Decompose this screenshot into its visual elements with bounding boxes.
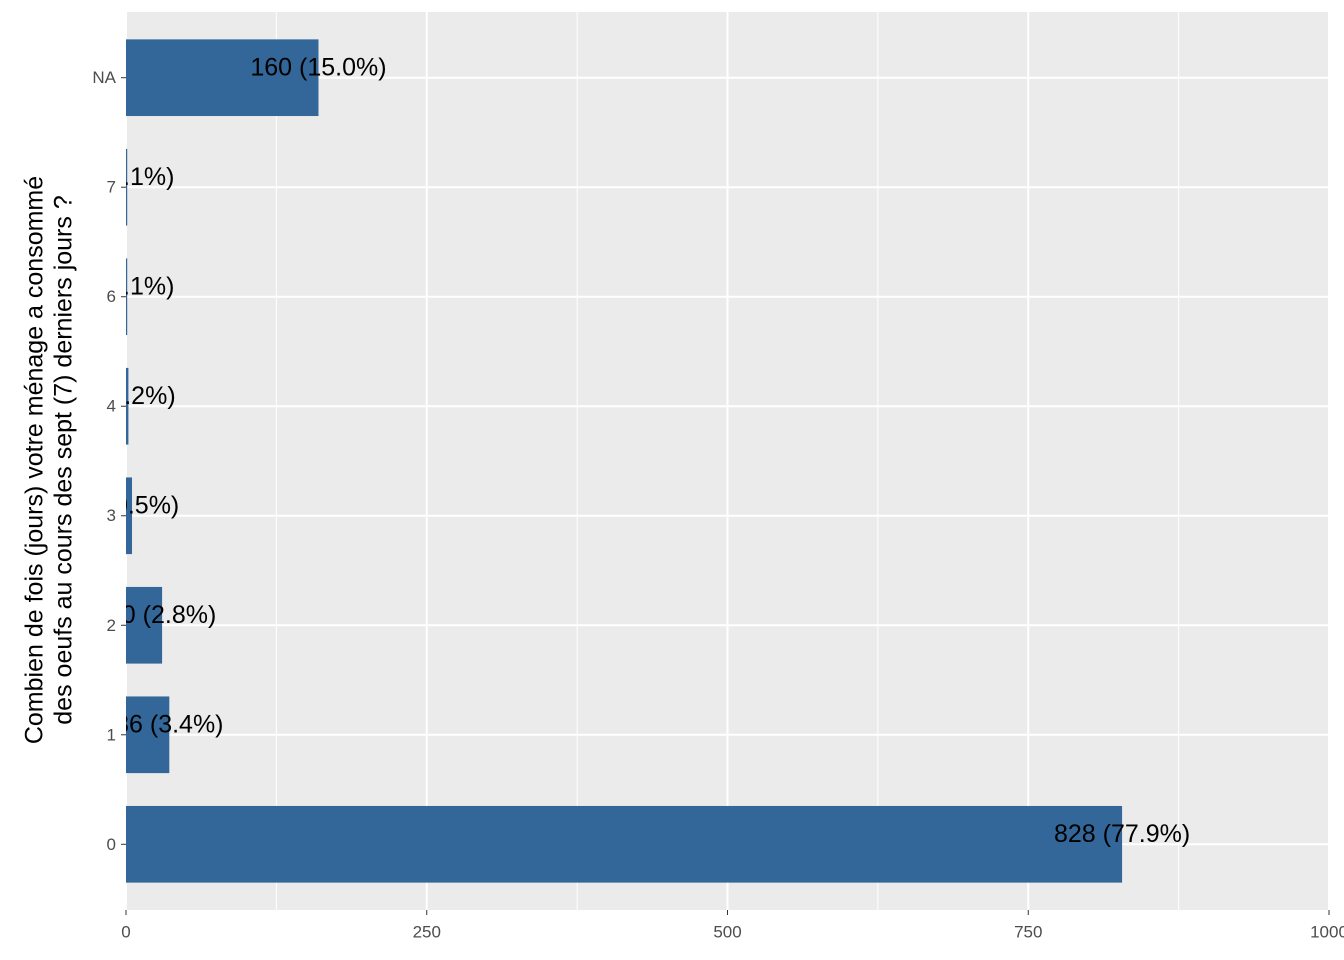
x-tick-label: 1000: [1310, 922, 1344, 941]
x-tick-label: 250: [413, 922, 441, 941]
value-label: 160 (15.0%): [250, 53, 386, 81]
value-label: 36 (3.4%): [115, 710, 223, 738]
bar: [126, 586, 163, 664]
y-tick-label: 7: [107, 178, 116, 197]
y-axis-title-line: des oeufs au cours des sept (7) derniers…: [50, 195, 78, 724]
x-tick-label: 500: [713, 922, 741, 941]
bar: [126, 477, 133, 555]
bar: [126, 39, 319, 117]
y-tick-label: 1: [107, 725, 116, 744]
x-tick-label: 0: [121, 922, 130, 941]
y-tick-label: 4: [107, 397, 116, 416]
axes: 0 250 500 750 1000 0 1 2 3 4 6 7 NA: [92, 68, 1344, 941]
y-axis-title: Combien de fois (jours) votre ménage a c…: [21, 176, 78, 744]
y-tick-label: NA: [92, 68, 116, 87]
value-label: 30 (2.8%): [108, 601, 216, 629]
bar: [126, 148, 128, 226]
bar: [126, 367, 129, 445]
value-label: 5 (0.5%): [85, 491, 179, 519]
y-tick-label: 3: [107, 506, 116, 525]
value-label: 1 (0.1%): [80, 272, 174, 300]
bar: [126, 805, 1123, 883]
x-tick-label: 750: [1014, 922, 1042, 941]
bars: 828 (77.9%) 36 (3.4%) 30 (2.8%) 5 (0.5%) 2 (…: [80, 39, 1190, 883]
y-axis-title-line: Combien de fois (jours) votre ménage a c…: [21, 176, 49, 744]
y-tick-label: 2: [107, 616, 116, 635]
value-label: 828 (77.9%): [1054, 820, 1190, 848]
value-label: 2 (0.2%): [81, 382, 175, 410]
value-label: 1 (0.1%): [80, 163, 174, 191]
y-tick-label: 0: [107, 835, 116, 854]
y-tick-label: 6: [107, 287, 116, 306]
bar: [126, 696, 170, 774]
bar: [126, 258, 128, 336]
